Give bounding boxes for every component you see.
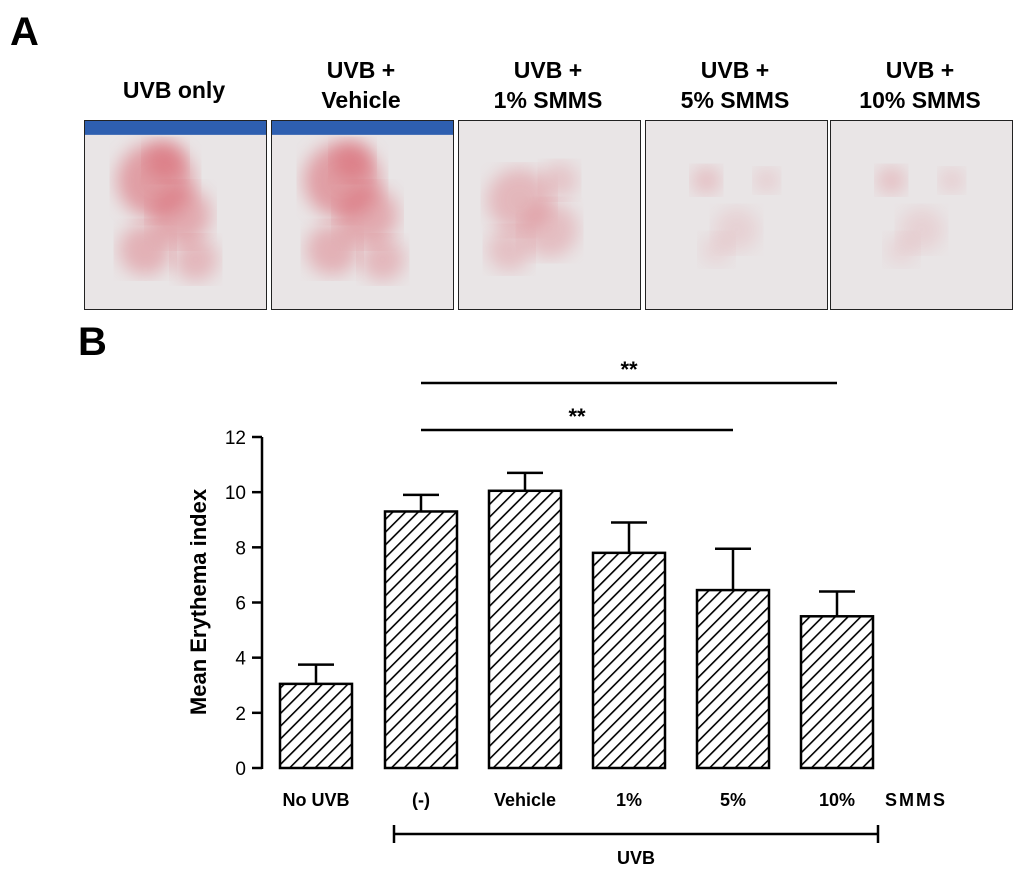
y-axis-label: Mean Erythema index (186, 488, 211, 715)
erythema-spot (119, 223, 172, 276)
bar (799, 615, 875, 770)
erythema-spot (521, 202, 578, 258)
uvb-bracket-label: UVB (617, 848, 655, 868)
y-tick-label: 12 (225, 428, 246, 449)
y-tick-label: 4 (235, 649, 246, 670)
bar (695, 588, 771, 770)
erythema-spot (145, 140, 186, 181)
erythema-spot (306, 223, 359, 276)
photo-label-line: 1% SMMS (493, 87, 603, 113)
photo-label-line: UVB + (885, 57, 955, 83)
y-tick-label: 6 (235, 594, 246, 615)
photo-label-line: UVB only (122, 77, 226, 103)
bar (487, 489, 563, 770)
skin-photo-4 (830, 120, 1013, 310)
erythema-spot (541, 162, 578, 199)
blue-marker-edge (272, 121, 453, 135)
erythema-spot (754, 168, 779, 193)
skin-photo-1 (271, 120, 454, 310)
category-label: 5% (720, 790, 746, 810)
photo-label-3: UVB + 5% SMMS (645, 55, 825, 115)
photo-label-4: UVB + 10% SMMS (830, 55, 1010, 115)
category-label: No UVB (283, 790, 350, 810)
photo-label-line: UVB + (326, 57, 396, 83)
photo-label-line: 10% SMMS (859, 87, 981, 113)
photo-label-line: UVB + (700, 57, 770, 83)
erythema-spot (487, 227, 532, 272)
panel-a-letter: A (10, 10, 39, 54)
photo-label-1: UVB + Vehicle (271, 55, 451, 115)
erythema-spot (692, 166, 721, 195)
y-tick-label: 0 (235, 759, 246, 780)
category-label: Vehicle (494, 790, 556, 810)
photo-label-2: UVB + 1% SMMS (458, 55, 638, 115)
significance-marker: ** (568, 404, 586, 429)
y-tick-label: 2 (235, 704, 246, 725)
skin-photo-3 (645, 120, 828, 310)
photo-label-line: UVB + (513, 57, 583, 83)
category-label: 10% (819, 790, 855, 810)
erythema-spot (360, 237, 405, 282)
y-tick-label: 10 (225, 483, 246, 504)
category-label: 1% (616, 790, 642, 810)
axis-note-smms: SMMS (885, 790, 947, 810)
skin-photo-2 (458, 120, 641, 310)
erythema-spot (337, 185, 398, 245)
significance-marker: ** (620, 357, 638, 382)
photo-label-0: UVB only (84, 75, 264, 105)
erythema-spot (332, 140, 373, 181)
skin-photo-0 (84, 120, 267, 310)
panel-b-letter: B (78, 320, 107, 364)
blue-marker-edge (85, 121, 266, 135)
bar (383, 510, 459, 770)
erythema-spot (150, 185, 211, 245)
bar (591, 551, 667, 770)
erythema-spot (885, 233, 918, 266)
erythema-spot (939, 168, 964, 193)
photo-label-line: Vehicle (321, 87, 401, 113)
category-label: (-) (412, 790, 430, 810)
y-tick-label: 8 (235, 538, 246, 559)
erythema-spot (700, 233, 733, 266)
erythema-spot (173, 237, 218, 282)
erythema-spot (877, 166, 906, 195)
photo-label-line: 5% SMMS (680, 87, 790, 113)
bar (278, 682, 354, 770)
